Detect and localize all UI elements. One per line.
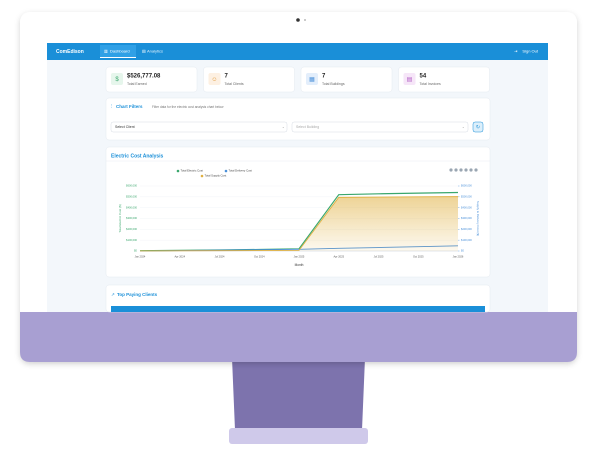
stat-icon-bg [403,73,416,85]
refresh-button[interactable] [472,121,484,133]
y-tick-label: $100,000 [126,238,137,242]
chevron: ⌄ [462,125,465,129]
y-tick-label: $400,000 [126,205,137,209]
filters-description: Filter data for the electric cost analys… [152,105,224,109]
chart-tool[interactable] [459,168,463,172]
stat-label: Total Clients [225,82,244,86]
stat-icon: ▤ [407,77,413,83]
brand[interactable]: ComEdison [56,49,84,55]
x-tick-label: Oct 2024 [254,255,265,259]
stat-card [300,66,393,93]
y2-tick-label: $600,000 [461,184,472,188]
filters-title: Chart Filters [116,104,143,109]
client-select[interactable] [110,121,288,133]
x-tick-label: Apr 2025 [333,255,344,259]
tab-active [100,45,136,58]
building-select[interactable] [291,121,469,133]
stat-icon: $ [115,77,119,83]
y-tick-label: $200,000 [126,227,137,231]
stat-icon: ▦ [309,77,315,83]
stat-label: Total Invoices [420,82,441,86]
y-tick-label: $600,000 [126,184,137,188]
chart-tool[interactable] [469,168,473,172]
tab-underline [100,57,136,58]
camera-dot [304,19,306,21]
stat-card [398,66,490,93]
stat-icon-bg [111,73,123,85]
y-tick-label: $0 [134,249,137,253]
client-placeholder: Select Client [115,125,135,129]
stat-icon-bg [306,73,318,85]
legend-label: Total Electric Cost [181,169,204,173]
y2-axis-title: Supply & Delivery Cost ($) [476,201,480,236]
legend-swatch [200,174,204,178]
tab[interactable]: Dashboard [110,49,130,54]
stat-value: $526,777.08 [127,74,161,80]
chart-tool[interactable] [464,168,468,172]
stat-icon-bg [208,73,221,85]
legend-swatch [176,169,180,173]
stat-card [203,66,295,93]
camera [296,18,300,22]
x-tick-label: Jan 2024 [135,255,146,259]
x-tick-label: Jul 2025 [374,255,384,259]
stat-icon: ☺ [211,77,217,83]
sign-out[interactable]: Sign Out [522,49,538,54]
clients-title: Top Paying Clients [117,292,158,297]
tab-icon: ▥ [104,49,108,54]
chin [20,312,577,362]
filter-icon: ⫶ [111,104,112,109]
clients-table-header [111,306,485,312]
y2-tick-label: $0 [461,249,464,253]
legend-swatch [224,169,228,173]
y-axis-title: Total Electric Cost ($) [118,204,122,233]
y2-tick-label: $400,000 [461,205,472,209]
chart-tool[interactable] [474,168,478,172]
sign-out-icon: ⇥ [514,49,518,54]
trend-icon: ↗ [111,292,115,297]
y-tick-label: $300,000 [126,216,137,220]
tab-icon: ▤ [142,49,146,54]
x-tick-label: Apr 2024 [174,255,185,259]
y2-tick-label: $200,000 [461,227,472,231]
chart-tool[interactable] [449,168,453,172]
stat-label: Total Buildings [322,82,345,86]
stat-card [105,66,198,93]
x-tick-label: Oct 2025 [413,255,424,259]
stat-value: 54 [420,74,427,80]
stat-value: 7 [322,74,326,80]
stand-base [229,428,368,444]
y-tick-label: $500,000 [126,195,137,199]
line [139,196,459,252]
building-placeholder: Select Building [296,125,319,129]
navbar [47,43,548,60]
y2-tick-label: $500,000 [461,195,472,199]
legend-label: Total Delivery Cost [229,169,253,173]
area [140,196,458,251]
legend-label: Total Supply Cost [205,174,227,178]
stat-label: Total Earned [127,82,147,86]
chart-tool[interactable] [454,168,458,172]
stat-value: 7 [225,74,229,80]
x-tick-label: Jan 2025 [294,255,305,259]
refresh-icon: ↻ [476,124,480,130]
x-tick-label: Jan 2026 [453,255,464,259]
y2-tick-label: $100,000 [461,238,472,242]
x-tick-label: Jul 2024 [215,255,225,259]
stand [232,358,365,430]
y2-tick-label: $300,000 [461,216,472,220]
chart-title: Electric Cost Analysis [111,153,164,159]
tab[interactable]: Analytics [147,49,163,54]
chevron: ⌄ [282,125,285,129]
x-axis-title: Month [295,263,304,267]
